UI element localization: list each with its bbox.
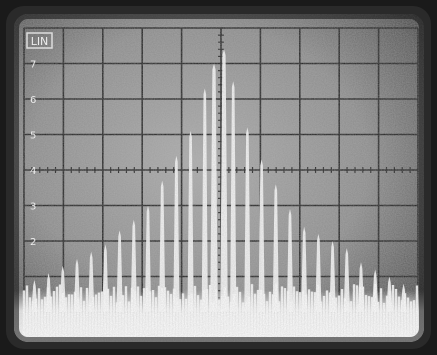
center-frequency-label-line1: CENTER <box>204 316 237 325</box>
scale-label: 2 <box>30 237 36 248</box>
scale-label: 6 <box>30 95 36 106</box>
scale-label: 3 <box>30 202 36 213</box>
mode-label: LIN <box>31 35 49 48</box>
scale-label: 4 <box>30 166 36 177</box>
center-frequency-label-line2: FREQUENCY <box>196 325 245 334</box>
vertical-scale-labels: 7 6 5 4 3 2 <box>30 60 36 249</box>
mode-label-box <box>26 32 53 49</box>
scale-label: 7 <box>30 60 36 71</box>
film-grain <box>14 14 424 342</box>
scale-label: 5 <box>30 131 36 142</box>
